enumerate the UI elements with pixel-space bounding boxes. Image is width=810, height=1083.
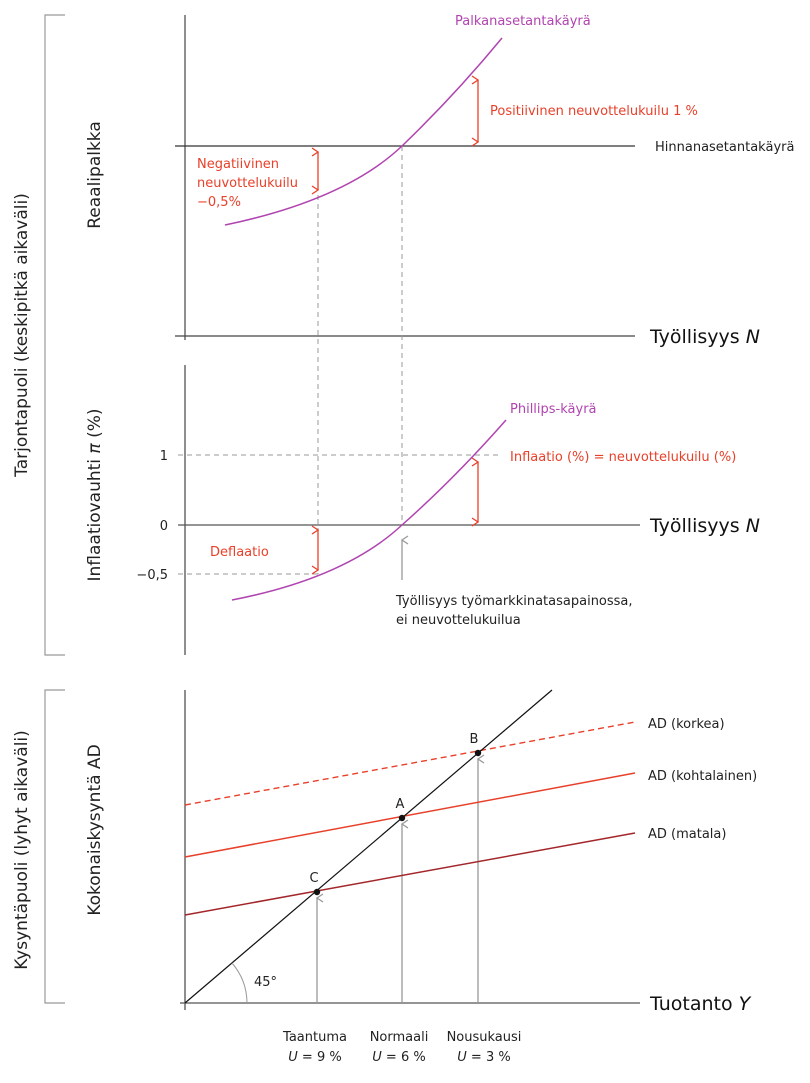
phillips-curve xyxy=(231,419,507,601)
supply-bracket xyxy=(44,14,65,656)
aggregate-demand-panel: Kokonaiskysyntä AD Tuotanto Y 45° AD (ko… xyxy=(85,689,757,1065)
deflation-label: Deflaatio xyxy=(210,545,269,560)
real-wage-panel: Reaalipalkka Työllisyys N Hinnanasetanta… xyxy=(85,14,794,574)
equilibrium-note: Työllisyys työmarkkinatasapainossa, ei ne… xyxy=(395,594,633,628)
phillips-label: Phillips-käyrä xyxy=(510,402,597,417)
state-boom: Nousukausi U = 3 % xyxy=(447,1030,522,1065)
angle-arc xyxy=(231,962,248,1004)
ad-high-label: AD (korkea) xyxy=(648,717,725,732)
point-a xyxy=(398,814,406,822)
wage-setting-curve xyxy=(224,37,503,226)
state-recession: Taantuma U = 9 % xyxy=(282,1030,347,1065)
demand-bracket xyxy=(44,689,65,1004)
negative-gap-label: Negatiivinen neuvottelukuilu −0,5% xyxy=(197,157,298,210)
ad-low-label: AD (matala) xyxy=(648,827,726,842)
point-a-label: A xyxy=(396,797,405,812)
45-degree-line xyxy=(184,689,553,1004)
inflation-note: Inflaatio (%) = neuvottelukuilu (%) xyxy=(510,450,736,465)
real-wage-axis-label: Reaalipalkka xyxy=(85,121,105,229)
tick-1: 1 xyxy=(160,449,168,464)
supply-section-label: Tarjontapuoli (keskipitkä aikaväli) xyxy=(12,193,32,478)
ad-moderate-line xyxy=(184,772,636,858)
point-c-label: C xyxy=(309,871,318,886)
employment-axis-label: Työllisyys N xyxy=(649,515,760,537)
ad-low-line xyxy=(184,832,636,916)
inflation-panel: Inflaatiovauhti π (%) Työllisyys N 1 0 −… xyxy=(85,365,760,655)
wage-setting-label: Palkanasetantakäyrä xyxy=(455,14,591,29)
positive-gap-label: Positiivinen neuvottelukuilu 1 % xyxy=(490,104,698,119)
tick-minus-0-5: −0,5 xyxy=(136,568,168,583)
ad-moderate-label: AD (kohtalainen) xyxy=(648,769,757,784)
employment-axis-label: Työllisyys N xyxy=(649,326,760,348)
angle-label: 45° xyxy=(254,975,277,990)
point-c xyxy=(313,888,321,896)
ad-axis-label: Kokonaiskysyntä AD xyxy=(85,744,105,915)
ad-high-line xyxy=(184,721,636,806)
output-axis-label: Tuotanto Y xyxy=(649,993,752,1015)
state-normal: Normaali U = 6 % xyxy=(370,1030,429,1065)
point-b xyxy=(474,749,482,757)
tick-0: 0 xyxy=(160,519,168,534)
inflation-axis-label: Inflaatiovauhti π (%) xyxy=(85,408,105,581)
price-setting-label: Hinnanasetantakäyrä xyxy=(655,140,794,155)
demand-section-label: Kysyntäpuoli (lyhyt aikaväli) xyxy=(12,730,32,970)
point-b-label: B xyxy=(470,732,479,747)
